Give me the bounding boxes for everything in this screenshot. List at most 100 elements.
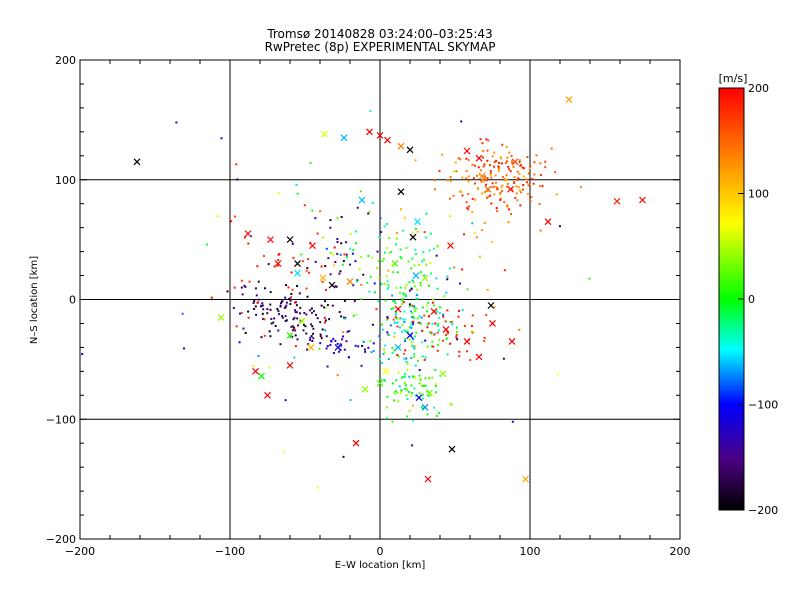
data-point	[418, 369, 421, 372]
data-point	[437, 316, 440, 319]
data-point	[460, 190, 463, 193]
data-point	[405, 394, 408, 397]
data-point	[516, 170, 519, 173]
data-point	[326, 304, 329, 307]
data-point	[255, 294, 258, 297]
data-point	[285, 284, 288, 287]
data-point	[541, 185, 544, 188]
data-point-x-stroke	[475, 353, 483, 361]
data-point	[299, 306, 302, 309]
data-point	[320, 265, 323, 268]
data-point	[526, 193, 529, 196]
data-point	[291, 288, 294, 291]
data-point	[408, 289, 411, 292]
data-point	[364, 350, 367, 353]
data-point	[372, 349, 375, 352]
data-point	[412, 419, 415, 422]
data-point-x	[321, 130, 328, 138]
data-point	[438, 312, 441, 315]
data-point	[325, 306, 328, 309]
data-point	[399, 248, 402, 251]
data-point-x-stroke	[439, 370, 447, 378]
data-point	[268, 366, 271, 369]
data-point-x	[267, 236, 274, 244]
data-point	[483, 191, 486, 194]
data-point	[371, 323, 374, 326]
data-point	[403, 352, 406, 355]
data-point	[277, 310, 280, 313]
data-point	[446, 309, 449, 312]
data-point-x	[286, 332, 294, 339]
data-point	[236, 178, 239, 181]
data-point	[284, 319, 287, 322]
data-point	[499, 157, 502, 160]
data-point	[388, 237, 391, 240]
data-point	[434, 368, 437, 371]
data-point	[289, 299, 292, 302]
data-point	[391, 294, 394, 297]
data-point	[295, 304, 298, 307]
data-point	[310, 335, 313, 338]
data-point	[470, 324, 473, 327]
data-point	[347, 356, 350, 359]
data-point	[328, 318, 331, 321]
data-point	[310, 307, 313, 310]
data-point	[305, 332, 308, 335]
data-point	[518, 328, 521, 331]
data-point	[395, 286, 398, 289]
data-point	[175, 121, 178, 124]
data-point	[297, 324, 300, 327]
grid-lines	[80, 60, 680, 539]
data-point	[457, 315, 460, 318]
data-point	[242, 327, 245, 330]
data-point	[385, 275, 388, 278]
data-point-x-stroke	[424, 475, 432, 483]
data-point	[262, 255, 265, 258]
data-point	[480, 180, 483, 183]
data-point	[496, 187, 499, 190]
data-point	[483, 336, 486, 339]
data-point	[342, 259, 345, 262]
data-point	[419, 281, 422, 284]
data-point	[319, 333, 322, 336]
tick-labels: −200 −100 0 100 200 −200 −100 0 100 200	[46, 54, 691, 558]
data-point	[230, 220, 233, 223]
data-point	[343, 253, 346, 256]
data-point	[427, 301, 430, 304]
data-point	[455, 334, 458, 337]
data-point	[290, 296, 293, 299]
data-point	[431, 376, 434, 379]
data-point	[529, 165, 532, 168]
data-point	[397, 400, 400, 403]
data-point-x-stroke	[463, 337, 471, 345]
data-point	[460, 120, 463, 123]
axis-ticks	[79, 59, 681, 540]
data-point	[390, 308, 393, 311]
data-point	[421, 355, 424, 358]
data-point	[397, 355, 400, 358]
data-point-x	[424, 475, 432, 483]
data-point	[305, 313, 308, 316]
data-point	[334, 339, 337, 342]
data-point	[285, 319, 288, 322]
data-point	[244, 285, 247, 288]
data-point-x-stroke	[307, 343, 315, 351]
data-point	[427, 322, 430, 325]
data-point	[411, 444, 414, 447]
data-point	[281, 316, 284, 319]
data-point	[383, 225, 386, 228]
data-point-x	[391, 260, 399, 267]
data-point-x	[384, 136, 391, 144]
data-point	[183, 347, 186, 350]
data-point	[403, 310, 406, 313]
data-point	[414, 364, 417, 367]
data-point	[381, 328, 384, 331]
data-point	[422, 384, 425, 387]
data-point	[431, 322, 434, 325]
data-point-x-stroke	[639, 196, 646, 204]
data-point	[518, 172, 521, 175]
data-point	[406, 368, 409, 371]
data-point	[416, 317, 419, 320]
data-point	[408, 326, 411, 329]
data-point	[473, 164, 476, 167]
